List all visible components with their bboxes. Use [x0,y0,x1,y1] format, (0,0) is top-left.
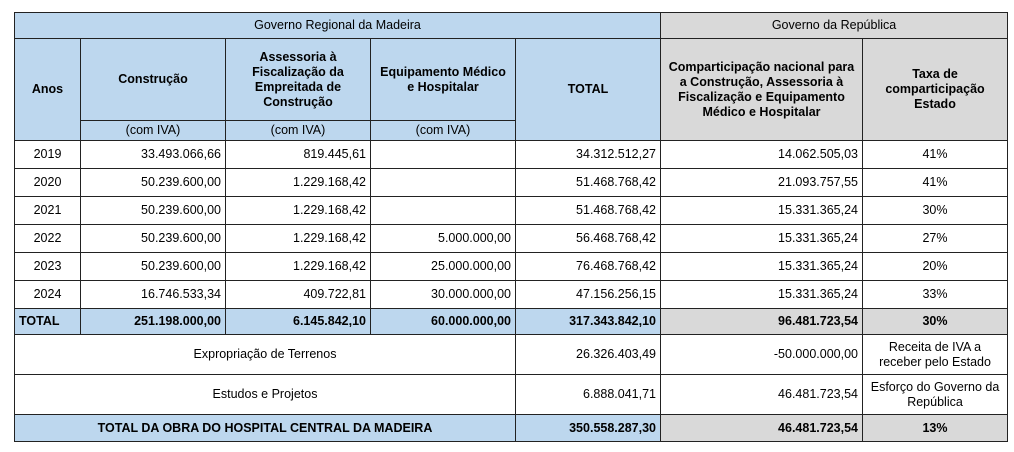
total-value: 60.000.000,00 [370,308,516,335]
value: 819.445,61 [225,140,371,169]
value: 47.156.256,15 [515,280,661,309]
value: 1.229.168,42 [225,196,371,225]
extra-note: Esforço do Governo da República [861,374,1009,415]
value: 20% [861,252,1009,281]
table-wrapper: Governo Regional da Madeira Governo da Re… [14,12,1009,442]
extra-row: Estudos e Projetos 6.888.041,71 46.481.723… [14,374,1009,415]
year: 2020 [14,168,81,197]
total-value: 30% [861,308,1009,335]
value: 16.746.533,34 [80,280,226,309]
value: 25.000.000,00 [370,252,516,281]
total-value: 96.481.723,54 [660,308,863,335]
value [370,168,516,197]
value: 15.331.365,24 [660,252,863,281]
value [370,140,516,169]
value: 15.331.365,24 [660,196,863,225]
extra-total: 26.326.403,49 [515,334,661,375]
extra-note: Receita de IVA a receber pelo Estado [861,334,1009,375]
value: 56.468.768,42 [515,224,661,253]
extra-republica: -50.000.000,00 [660,334,863,375]
value: 76.468.768,42 [515,252,661,281]
total-label: TOTAL [14,308,81,335]
data-row: 2024 16.746.533,34 409.722,81 30.000.000,00… [14,280,1009,309]
column-header: TOTAL [515,38,661,141]
grand-total-rate: 13% [861,414,1009,442]
column-header: Equipamento Médico e Hospitalar [370,38,516,121]
value: 50.239.600,00 [80,168,226,197]
value: 409.722,81 [225,280,371,309]
value: 34.312.512,27 [515,140,661,169]
data-row: 2021 50.239.600,00 1.229.168,42 51.468.768,… [14,196,1009,225]
value: 50.239.600,00 [80,224,226,253]
total-value: 6.145.842,10 [225,308,371,335]
value: 21.093.757,55 [660,168,863,197]
value: 50.239.600,00 [80,252,226,281]
value: 5.000.000,00 [370,224,516,253]
extra-republica: 46.481.723,54 [660,374,863,415]
value: 50.239.600,00 [80,196,226,225]
value: 1.229.168,42 [225,252,371,281]
value: 41% [861,168,1009,197]
value: 1.229.168,42 [225,224,371,253]
group-header: Governo Regional da Madeira [14,12,661,39]
grand-total-value: 350.558.287,30 [515,414,661,442]
value: 33% [861,280,1009,309]
total-value: 317.343.842,10 [515,308,661,335]
data-row: 2019 33.493.066,66 819.445,61 34.312.512,27… [14,140,1009,169]
data-row: 2020 50.239.600,00 1.229.168,42 51.468.768,… [14,168,1009,197]
year: 2019 [14,140,81,169]
total-row: TOTAL 251.198.000,00 6.145.842,10 60.000.00… [14,308,1009,335]
data-row: 2022 50.239.600,00 1.229.168,42 5.000.000,0… [14,224,1009,253]
extra-total: 6.888.041,71 [515,374,661,415]
group-header-row: Governo Regional da Madeira Governo da Re… [14,12,1009,39]
value: 15.331.365,24 [660,224,863,253]
year: 2024 [14,280,81,309]
value: 41% [861,140,1009,169]
subheader: (com IVA) [80,120,226,141]
value: 33.493.066,66 [80,140,226,169]
value: 14.062.505,03 [660,140,863,169]
grand-total-label: TOTAL DA OBRA DO HOSPITAL CENTRAL DA MAD… [14,414,516,442]
value: 1.229.168,42 [225,168,371,197]
subheader: (com IVA) [370,120,516,141]
grand-total-republica: 46.481.723,54 [660,414,863,442]
extra-row: Expropriação de Terrenos 26.326.403,49 -50… [14,334,1009,375]
value [370,196,516,225]
extra-label: Expropriação de Terrenos [14,334,516,375]
total-value: 251.198.000,00 [80,308,226,335]
value: 30% [861,196,1009,225]
subheader-row: (com IVA) (com IVA) (com IVA) [15,120,1008,141]
subheader: (com IVA) [225,120,371,141]
column-header: Anos [14,38,81,141]
budget-table: Governo Regional da Madeira Governo da Re… [14,12,1009,442]
grand-total-row: TOTAL DA OBRA DO HOSPITAL CENTRAL DA MAD… [14,414,1009,442]
year: 2023 [14,252,81,281]
extra-label: Estudos e Projetos [14,374,516,415]
column-header: Taxa de comparticipação Estado [861,38,1009,141]
column-header: Assessoria à Fiscalização da Empreitada … [225,38,371,121]
column-header: Construção [80,38,226,121]
column-header-row: Anos Construção Assessoria à Fiscalização … [14,38,1009,141]
value: 15.331.365,24 [660,280,863,309]
year: 2022 [14,224,81,253]
group-header: Governo da República [659,12,1009,39]
value: 30.000.000,00 [370,280,516,309]
value: 51.468.768,42 [515,168,661,197]
data-row: 2023 50.239.600,00 1.229.168,42 25.000.000,… [14,252,1009,281]
value: 51.468.768,42 [515,196,661,225]
year: 2021 [14,196,81,225]
column-header: Comparticipação nacional para a Construç… [660,38,863,141]
value: 27% [861,224,1009,253]
